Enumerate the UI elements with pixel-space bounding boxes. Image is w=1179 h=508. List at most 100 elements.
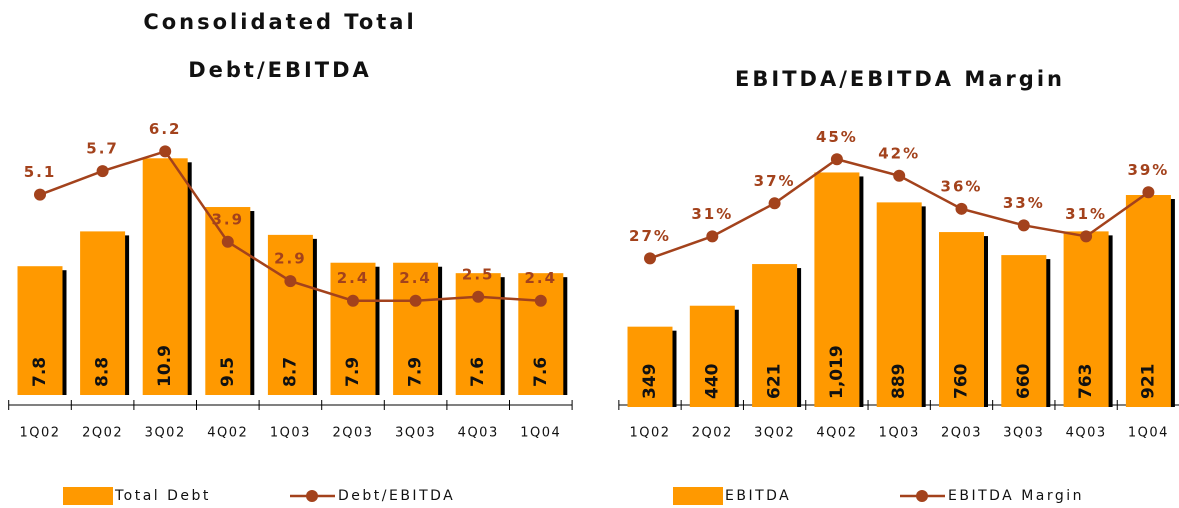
- line-value-label: 5.7: [86, 140, 119, 158]
- bar-value-label: 440: [702, 363, 722, 399]
- x-tick-label: 1Q02: [629, 426, 670, 441]
- x-tick-label: 3Q03: [395, 426, 436, 441]
- line-value-label: 2.4: [399, 269, 432, 287]
- line-value-label: 45%: [816, 128, 858, 146]
- line-point: [644, 252, 656, 265]
- bar: [1063, 231, 1109, 407]
- x-tick-label: 2Q03: [332, 426, 373, 441]
- line-point: [534, 294, 547, 307]
- line-point: [1080, 230, 1093, 243]
- bar-value-label: 7.6: [468, 357, 488, 387]
- line-value-label: 42%: [878, 144, 920, 162]
- line-point: [96, 165, 109, 178]
- legend-swatch: [673, 487, 723, 505]
- line-value-label: 2.9: [274, 250, 307, 268]
- bar-value-label: 621: [765, 364, 785, 400]
- legend-label: EBITDA Margin: [948, 488, 1084, 504]
- line-point: [472, 290, 485, 303]
- x-tick-label: 2Q02: [692, 426, 733, 441]
- x-tick-label: 1Q03: [879, 426, 920, 441]
- bar: [814, 172, 860, 407]
- bar-value-label: 889: [889, 364, 909, 400]
- bar: [393, 262, 439, 395]
- x-tick-label: 1Q04: [520, 426, 561, 441]
- line-point: [1142, 186, 1155, 199]
- line-point: [893, 169, 906, 182]
- line-point: [768, 197, 781, 210]
- chart-title: EBITDA/EBITDA Margin: [735, 67, 1065, 91]
- line-point: [347, 294, 359, 307]
- bar: [142, 158, 188, 395]
- bar-value-label: 7.8: [30, 357, 50, 387]
- bar: [80, 231, 126, 395]
- bar-value-label: 7.6: [531, 357, 551, 387]
- bar-value-label: 8.8: [93, 357, 113, 387]
- line-value-label: 31%: [691, 205, 733, 223]
- bar: [267, 234, 313, 395]
- x-tick-label: 2Q03: [941, 426, 982, 441]
- x-tick-label: 4Q03: [1066, 426, 1107, 441]
- x-tick-label: 2Q02: [82, 426, 123, 441]
- bar: [876, 202, 922, 407]
- line-point: [284, 275, 297, 288]
- bar: [17, 266, 63, 395]
- line-point: [1017, 219, 1030, 232]
- bar-value-label: 760: [952, 363, 972, 399]
- bar: [689, 305, 735, 407]
- bar: [627, 326, 673, 407]
- legend-label: Debt/EBITDA: [338, 488, 455, 504]
- bar: [939, 232, 984, 407]
- line-value-label: 3.9: [212, 210, 245, 228]
- x-tick-label: 3Q03: [1003, 426, 1044, 441]
- bar-value-label: 921: [1138, 364, 1158, 400]
- x-tick-label: 3Q02: [145, 426, 186, 441]
- line-point: [830, 153, 843, 166]
- legend-point: [306, 490, 318, 502]
- line-point: [159, 145, 172, 158]
- bar: [752, 264, 798, 407]
- line-value-label: 5.1: [24, 163, 57, 181]
- line-point: [34, 188, 46, 201]
- line-value-label: 6.2: [149, 120, 182, 138]
- line-point: [955, 202, 968, 215]
- legend-label: EBITDA: [725, 488, 791, 504]
- line-value-label: 27%: [629, 227, 671, 245]
- bar-value-label: 1,019: [827, 345, 847, 399]
- x-tick-label: 4Q03: [458, 426, 499, 441]
- line-value-label: 36%: [941, 177, 983, 195]
- line-value-label: 2.4: [337, 269, 370, 287]
- bar: [330, 262, 376, 395]
- line-value-label: 2.5: [462, 265, 495, 283]
- x-tick-label: 1Q03: [270, 426, 311, 441]
- line-value-label: 39%: [1127, 161, 1169, 179]
- bar-value-label: 349: [640, 364, 660, 400]
- line-value-label: 2.4: [525, 269, 558, 287]
- chart-title: Consolidated Total Debt/EBITDA: [143, 10, 417, 82]
- bar-value-label: 9.5: [218, 357, 238, 387]
- bar-value-label: 10.9: [155, 345, 175, 387]
- line-point: [706, 230, 719, 243]
- x-tick-label: 4Q02: [207, 426, 248, 441]
- bar-value-label: 763: [1076, 364, 1096, 400]
- x-tick-label: 4Q02: [816, 426, 857, 441]
- x-tick-label: 1Q02: [19, 426, 60, 441]
- legend-swatch: [63, 487, 113, 505]
- bar-value-label: 660: [1014, 363, 1034, 399]
- bar-value-label: 8.7: [280, 357, 300, 387]
- bar-value-label: 7.9: [406, 357, 426, 387]
- line-value-label: 33%: [1003, 194, 1045, 212]
- bar: [1125, 195, 1171, 407]
- line-value-label: 31%: [1065, 205, 1107, 223]
- x-tick-label: 1Q04: [1128, 426, 1169, 441]
- line-point: [221, 235, 234, 248]
- x-tick-label: 3Q02: [754, 426, 795, 441]
- legend-point: [916, 490, 928, 502]
- bar-value-label: 7.9: [343, 357, 363, 387]
- line-value-label: 37%: [754, 172, 796, 190]
- bar: [518, 273, 564, 395]
- line-point: [409, 294, 422, 307]
- bar: [1001, 255, 1047, 407]
- legend-label: Total Debt: [114, 488, 211, 504]
